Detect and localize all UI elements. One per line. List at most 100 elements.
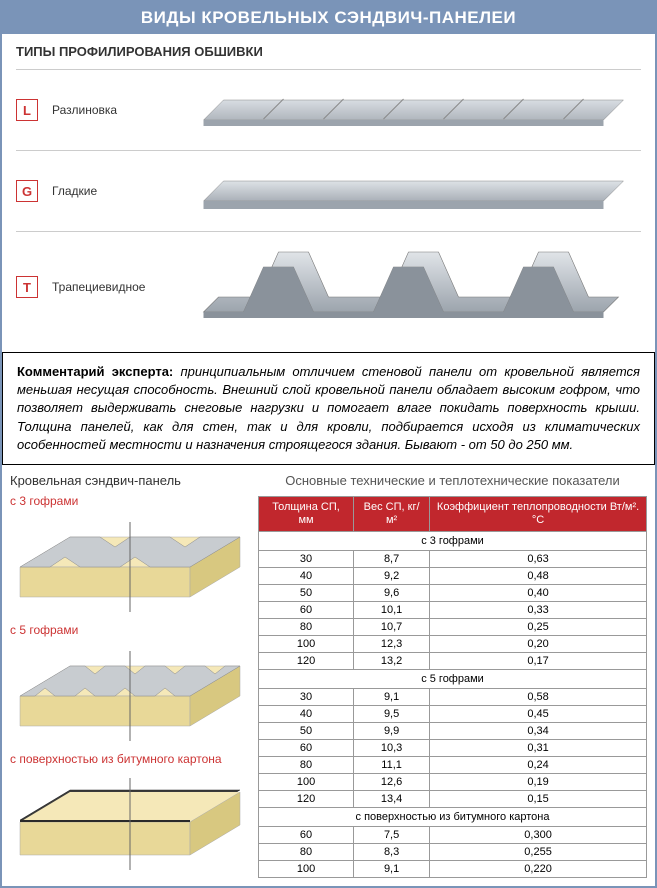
variant-label-5: с 5 гофрами	[10, 623, 250, 637]
table-row: 8011,10,24	[259, 757, 647, 774]
table-cell: 10,1	[354, 602, 430, 619]
th-thickness: Толщина СП, мм	[259, 496, 354, 531]
table-cell: 7,5	[354, 827, 430, 844]
table-row: 6010,30,31	[259, 740, 647, 757]
profile-badge-L: L	[16, 99, 38, 121]
table-cell: 0,25	[430, 619, 647, 636]
table-cell: 60	[259, 602, 354, 619]
table-cell: 9,9	[354, 723, 430, 740]
table-cell: 13,4	[354, 791, 430, 808]
main-title: ВИДЫ КРОВЕЛЬНЫХ СЭНДВИЧ-ПАНЕЛЕИ	[2, 2, 655, 34]
table-cell: 0,15	[430, 791, 647, 808]
table-row: 509,90,34	[259, 723, 647, 740]
table-row: 8010,70,25	[259, 619, 647, 636]
table-cell: 9,6	[354, 585, 430, 602]
table-row: 10012,30,20	[259, 636, 647, 653]
table-row: 509,60,40	[259, 585, 647, 602]
table-cell: 9,2	[354, 568, 430, 585]
specs-table: Толщина СП, мм Вес СП, кг/м² Коэффициент…	[258, 496, 647, 878]
table-row: 309,10,58	[259, 689, 647, 706]
table-cell: 0,58	[430, 689, 647, 706]
table-row: 10012,60,19	[259, 774, 647, 791]
table-cell: 11,1	[354, 757, 430, 774]
profile-label-G: Гладкие	[52, 184, 152, 198]
table-cell: 12,6	[354, 774, 430, 791]
panel-graphic-5gofra	[10, 641, 250, 741]
table-cell: 0,48	[430, 568, 647, 585]
table-cell: 80	[259, 757, 354, 774]
table-cell: 40	[259, 568, 354, 585]
table-cell: 120	[259, 653, 354, 670]
table-cell: 10,3	[354, 740, 430, 757]
table-group-label: с 3 гофрами	[259, 532, 647, 551]
table-title: Основные технические и теплотехнические …	[258, 473, 647, 490]
table-cell: 8,7	[354, 551, 430, 568]
table-row: 6010,10,33	[259, 602, 647, 619]
table-cell: 0,24	[430, 757, 647, 774]
table-row: 308,70,63	[259, 551, 647, 568]
table-row: 409,50,45	[259, 706, 647, 723]
variant-label-bitumen: с поверхностью из битумного картона	[10, 752, 250, 766]
table-cell: 0,19	[430, 774, 647, 791]
table-cell: 40	[259, 706, 354, 723]
table-cell: 9,1	[354, 689, 430, 706]
table-row: 607,50,300	[259, 827, 647, 844]
table-cell: 0,17	[430, 653, 647, 670]
table-cell: 13,2	[354, 653, 430, 670]
table-cell: 9,5	[354, 706, 430, 723]
table-cell: 0,45	[430, 706, 647, 723]
table-cell: 0,40	[430, 585, 647, 602]
expert-lead: Комментарий эксперта:	[17, 364, 173, 379]
table-cell: 12,3	[354, 636, 430, 653]
profile-label-L: Разлиновка	[52, 103, 152, 117]
table-cell: 0,20	[430, 636, 647, 653]
profile-label-T: Трапециевидное	[52, 280, 152, 294]
table-cell: 60	[259, 740, 354, 757]
variant-label-3: с 3 гофрами	[10, 494, 250, 508]
table-cell: 10,7	[354, 619, 430, 636]
profile-graphic-T	[166, 242, 641, 332]
table-row: 808,30,255	[259, 844, 647, 861]
left-column: Кровельная сэндвич-панель с 3 гофрами с …	[10, 473, 250, 878]
left-title: Кровельная сэндвич-панель	[10, 473, 250, 488]
table-cell: 30	[259, 551, 354, 568]
profile-row-T: T Трапециевидное	[16, 231, 641, 342]
profiling-title: ТИПЫ ПРОФИЛИРОВАНИЯ ОБШИВКИ	[16, 44, 641, 59]
table-row: 409,20,48	[259, 568, 647, 585]
table-cell: 120	[259, 791, 354, 808]
th-weight: Вес СП, кг/м²	[354, 496, 430, 531]
table-cell: 0,255	[430, 844, 647, 861]
table-group-label: с поверхностью из битумного картона	[259, 808, 647, 827]
profile-badge-T: T	[16, 276, 38, 298]
table-cell: 0,63	[430, 551, 647, 568]
panel-graphic-bitumen	[10, 770, 250, 870]
table-cell: 30	[259, 689, 354, 706]
table-cell: 60	[259, 827, 354, 844]
lower-section: Кровельная сэндвич-панель с 3 гофрами с …	[2, 465, 655, 886]
table-cell: 0,31	[430, 740, 647, 757]
table-cell: 0,34	[430, 723, 647, 740]
profile-row-L: L Разлиновка	[16, 69, 641, 150]
table-row: 12013,40,15	[259, 791, 647, 808]
table-cell: 100	[259, 636, 354, 653]
profile-graphic-L	[166, 80, 641, 140]
table-cell: 0,33	[430, 602, 647, 619]
table-cell: 80	[259, 619, 354, 636]
table-cell: 100	[259, 774, 354, 791]
table-cell: 0,300	[430, 827, 647, 844]
expert-comment: Комментарий эксперта: принципиальным отл…	[2, 352, 655, 465]
table-row: 1009,10,220	[259, 861, 647, 878]
table-cell: 100	[259, 861, 354, 878]
table-row: 12013,20,17	[259, 653, 647, 670]
profiling-section: ТИПЫ ПРОФИЛИРОВАНИЯ ОБШИВКИ L Разлиновка…	[2, 34, 655, 352]
panel-graphic-3gofra	[10, 512, 250, 612]
profile-graphic-G	[166, 161, 641, 221]
table-group-label: с 5 гофрами	[259, 670, 647, 689]
table-cell: 50	[259, 723, 354, 740]
table-cell: 8,3	[354, 844, 430, 861]
table-cell: 0,220	[430, 861, 647, 878]
right-column: Основные технические и теплотехнические …	[258, 473, 647, 878]
table-cell: 9,1	[354, 861, 430, 878]
table-cell: 80	[259, 844, 354, 861]
table-cell: 50	[259, 585, 354, 602]
